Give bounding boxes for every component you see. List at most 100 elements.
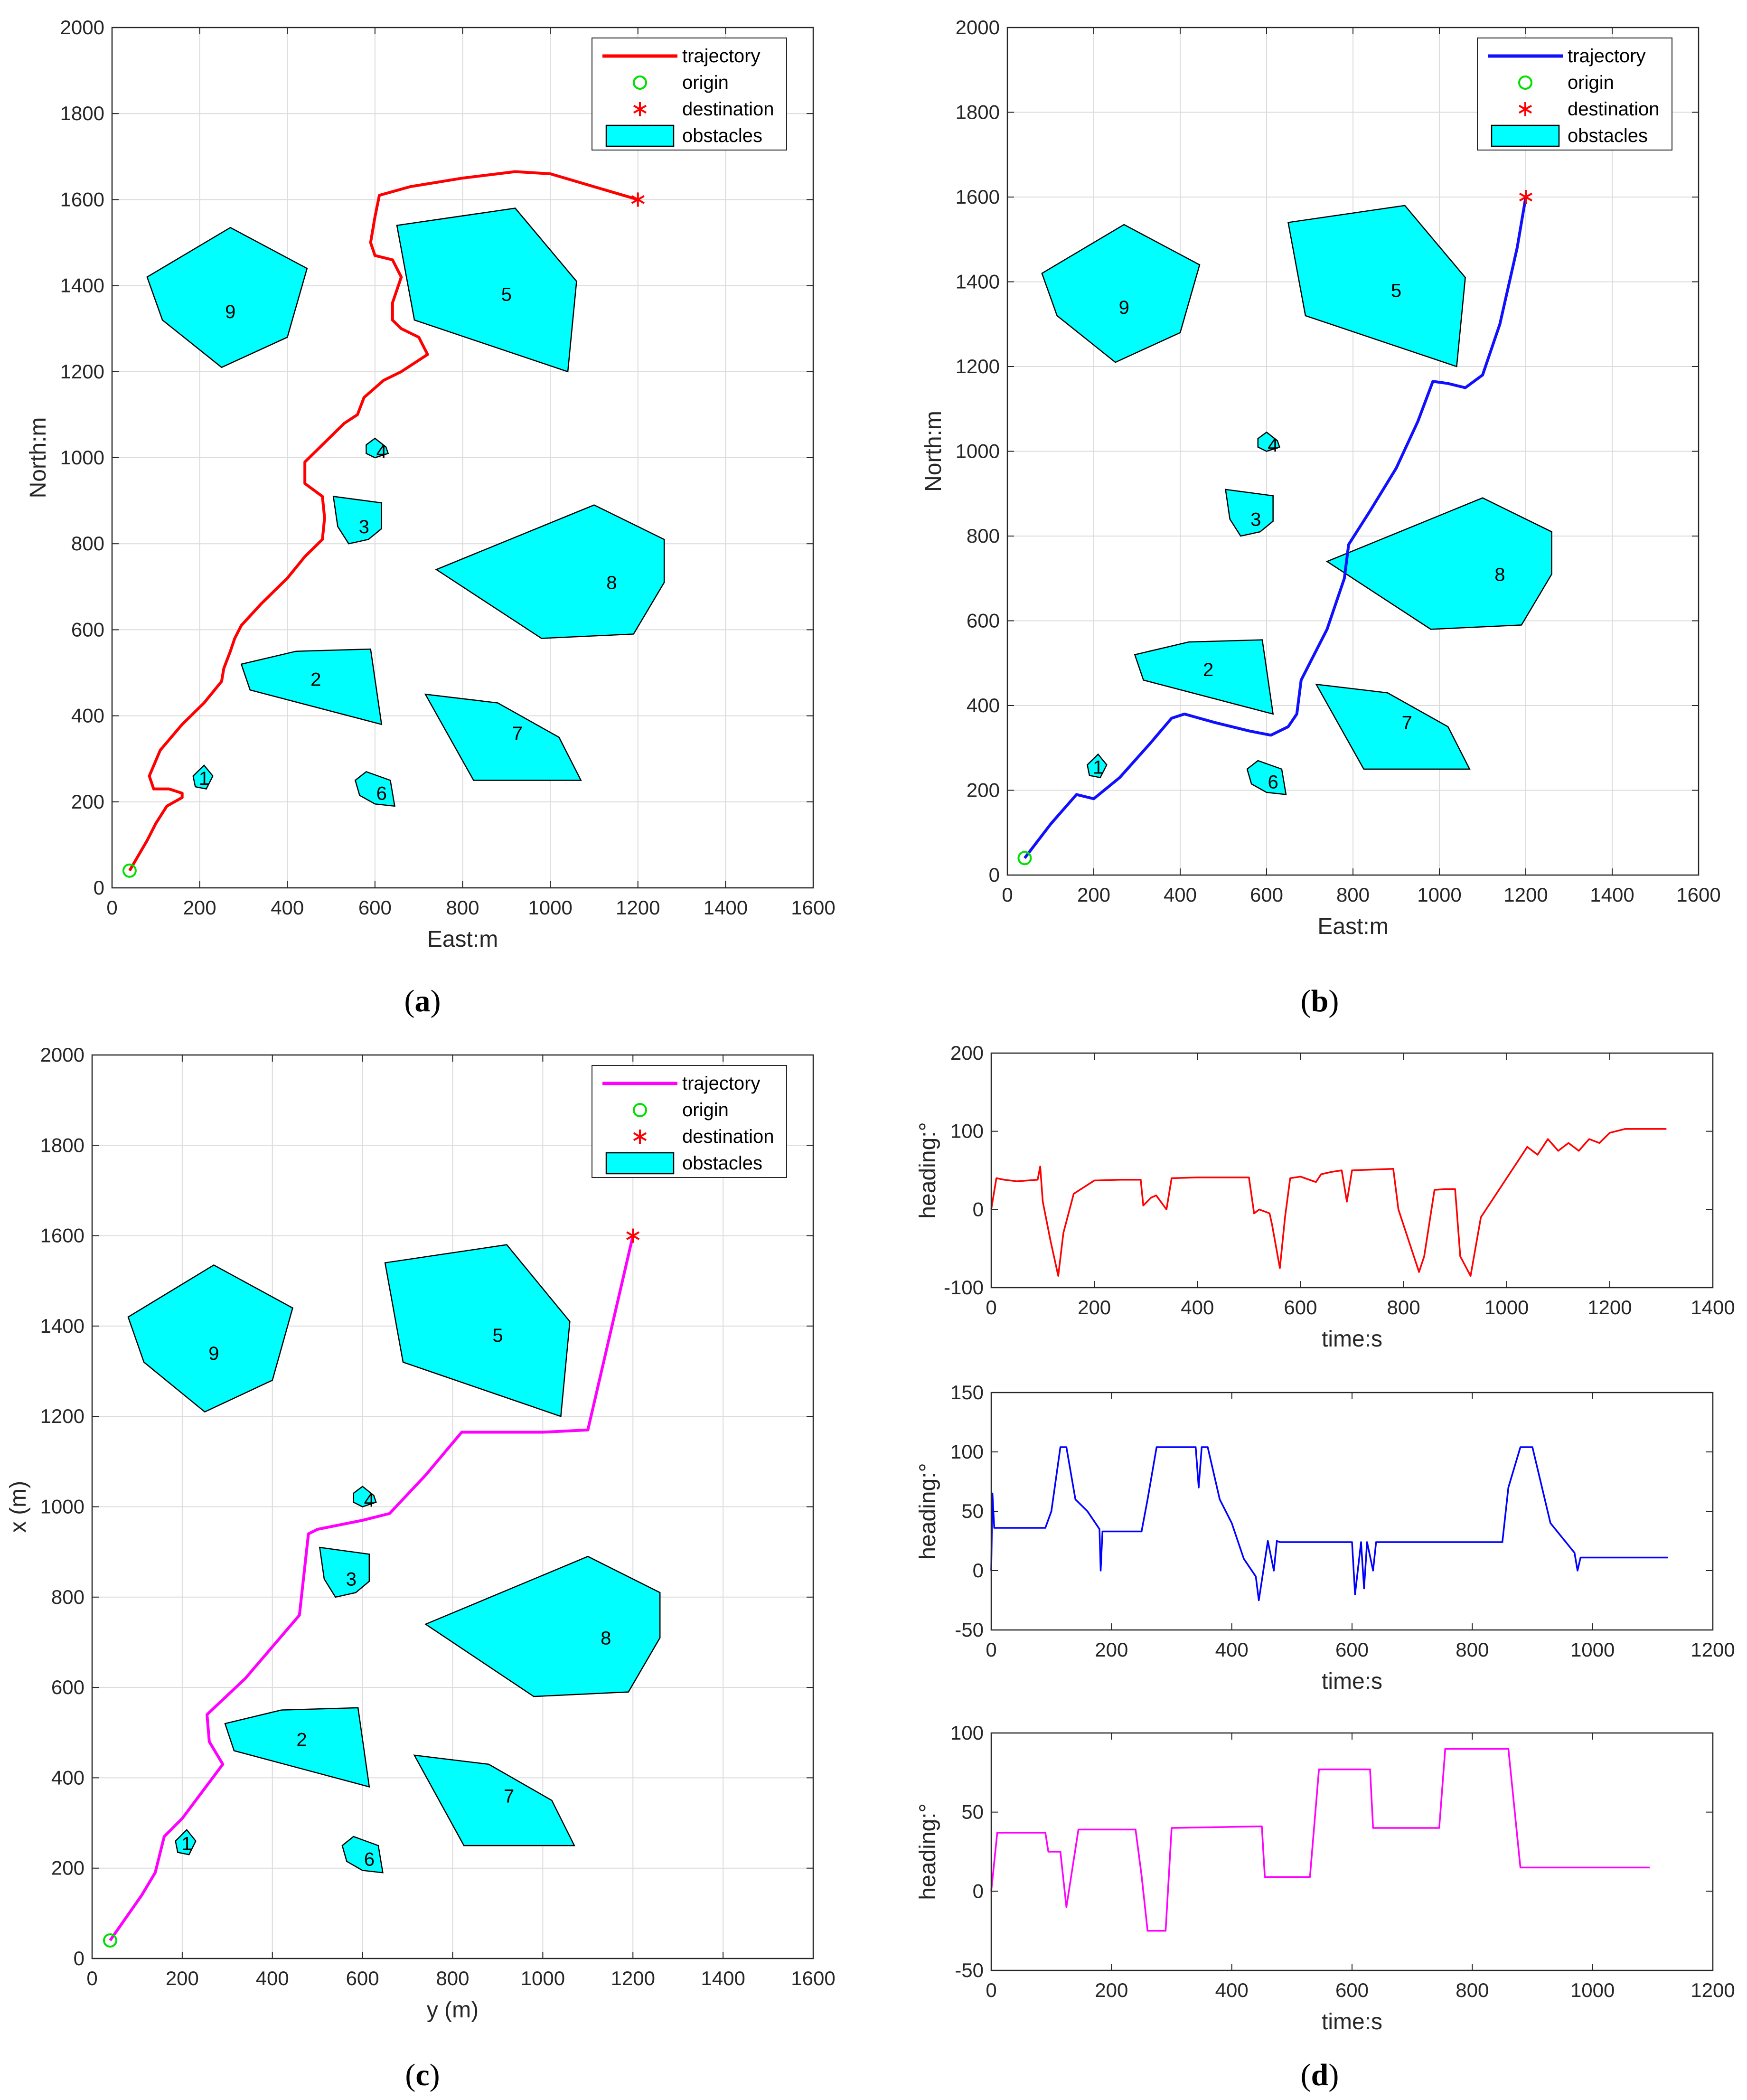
- c-legend-destination-swatch-stroke: [633, 1132, 647, 1141]
- a-obstacle-3: [332, 496, 382, 545]
- d1-xtick-label: 0: [986, 1296, 996, 1318]
- b-obstacle-label-1: 1: [1093, 757, 1103, 778]
- b-legend-trajectory-label: trajectory: [1568, 46, 1646, 66]
- b-ytick-label: 800: [967, 525, 1000, 547]
- a-xtick-label: 1400: [704, 896, 748, 919]
- c-ytick-label: 200: [51, 1857, 85, 1879]
- b-ytick-label: 1000: [956, 440, 1000, 462]
- a-ytick-label: 1400: [60, 274, 104, 297]
- a-ylabel: North:m: [26, 417, 51, 499]
- panel-label-d-open: (: [1301, 2058, 1311, 2092]
- c-obstacle-label-7: 7: [504, 1786, 514, 1807]
- c-destination-marker-stroke: [626, 1231, 640, 1240]
- a-legend-destination-label: destination: [682, 99, 774, 120]
- b-ytick-label: 200: [967, 779, 1000, 801]
- d1-heading-series: [990, 1128, 1667, 1277]
- b-legend-origin-label: origin: [1568, 72, 1614, 93]
- c-obstacle-6: [341, 1836, 384, 1874]
- c-destination-marker: [626, 1228, 640, 1243]
- a-obstacle-2: [240, 648, 383, 725]
- b-obstacle-7: [1315, 683, 1471, 770]
- panel-a-trajectory-plot: 0 200 400 600 800 1000 1200 1400 1600 0 200 400 600 8…: [26, 16, 836, 952]
- a-destination-marker-stroke: [631, 195, 645, 204]
- panel-label-b-close: ): [1328, 984, 1339, 1018]
- a-ytick-label: 1200: [60, 360, 104, 383]
- b-xtick-label: 400: [1164, 884, 1197, 906]
- d2-ytick-label: 100: [950, 1441, 984, 1463]
- d3-xtick-label: 200: [1095, 1979, 1128, 2001]
- d2-xtick-label: 200: [1095, 1639, 1128, 1661]
- b-destination-marker-stroke: [1519, 192, 1533, 202]
- a-trajectory-line: [128, 170, 639, 872]
- a-xtick-label: 200: [183, 896, 216, 919]
- c-ytick-label: 1600: [40, 1224, 85, 1247]
- a-legend-destination-swatch-stroke: [633, 104, 647, 114]
- d2-ytick-label: 0: [973, 1559, 984, 1582]
- a-xtick-label: 400: [271, 896, 304, 919]
- b-ylabel: North:m: [921, 411, 946, 492]
- c-legend-obstacles-swatch: [605, 1152, 675, 1175]
- c-axes-box: [91, 1054, 814, 1959]
- d2-xtick-label: 400: [1215, 1639, 1249, 1661]
- a-ytick-label: 800: [71, 532, 104, 555]
- panel-d-heading-plot-magenta: 0 200 400 600 800 1000 1200-50050100time:shead…: [915, 1722, 1735, 2034]
- b-ytick-label: 1200: [956, 355, 1000, 377]
- d3-heading-series: [990, 1748, 1650, 1932]
- c-obstacle-label-9: 9: [208, 1343, 219, 1364]
- d3-ytick-label: 50: [961, 1801, 984, 1823]
- b-xtick-label: 200: [1077, 884, 1110, 906]
- c-xtick-label: 1200: [611, 1967, 655, 1989]
- a-obstacle-8: [435, 504, 665, 639]
- c-ytick-label: 1800: [40, 1134, 85, 1156]
- c-obstacle-1: [175, 1828, 197, 1855]
- a-obstacle-label-6: 6: [376, 783, 387, 804]
- b-xtick-label: 600: [1250, 884, 1283, 906]
- c-ytick-label: 0: [74, 1947, 85, 1969]
- b-obstacle-5: [1287, 205, 1466, 367]
- d2-ytick-label: -50: [955, 1619, 984, 1641]
- d2-axes-box: [990, 1392, 1714, 1631]
- d3-ytick-label: 0: [973, 1880, 984, 1902]
- d3-ytick-label: -50: [955, 1959, 984, 1981]
- b-obstacle-label-7: 7: [1402, 713, 1412, 734]
- d1-ylabel: heading:°: [915, 1122, 940, 1218]
- b-legend-obstacles-swatch: [1491, 124, 1560, 147]
- panel-label-b: (b): [1301, 984, 1339, 1018]
- b-destination-marker: [1519, 190, 1533, 204]
- d2-xtick-label: 1200: [1691, 1639, 1735, 1661]
- a-obstacle-9: [146, 226, 308, 368]
- b-legend-obstacles-label: obstacles: [1568, 125, 1648, 146]
- b-ytick-label: 1400: [956, 271, 1000, 293]
- d2-ytick-label: 50: [961, 1500, 984, 1522]
- a-legend-destination-swatch: [633, 102, 647, 116]
- b-obstacle-label-8: 8: [1494, 564, 1505, 585]
- panel-label-d-letter: d: [1311, 2058, 1329, 2092]
- a-obstacle-label-2: 2: [310, 669, 321, 690]
- c-ylabel: x (m): [6, 1481, 31, 1533]
- c-ytick-label: 2000: [40, 1044, 85, 1066]
- a-ytick-label: 400: [71, 705, 104, 727]
- a-ytick-label: 600: [71, 618, 104, 640]
- b-obstacle-3: [1225, 489, 1274, 537]
- b-obstacle-9: [1041, 224, 1201, 363]
- panel-label-c-close: ): [430, 2058, 440, 2092]
- c-origin-marker: [103, 1933, 117, 1948]
- b-legend-destination-swatch: [1518, 102, 1532, 116]
- c-ytick-label: 1200: [40, 1405, 85, 1427]
- panel-c-trajectory-plot: 0 200 400 600 800 1000 1200 1400 1600 0 200 400 600 8…: [6, 1044, 836, 2023]
- c-legend-destination-swatch: [633, 1130, 647, 1144]
- a-axes-box: [111, 27, 814, 889]
- a-destination-marker: [631, 192, 645, 207]
- b-ytick-label: 0: [989, 864, 1000, 886]
- b-trajectory-line: [1024, 197, 1527, 859]
- b-obstacle-label-2: 2: [1203, 659, 1213, 680]
- panel-label-c-letter: c: [415, 2058, 429, 2092]
- b-legend-origin-swatch: [1518, 75, 1532, 90]
- d1-xtick-label: 1000: [1484, 1296, 1529, 1318]
- a-obstacle-6: [354, 771, 395, 807]
- c-obstacle-5: [384, 1244, 571, 1417]
- b-obstacle-label-9: 9: [1119, 297, 1129, 318]
- d2-plot-area: [991, 1393, 1713, 1630]
- a-legend-origin-label: origin: [682, 72, 729, 93]
- a-ytick-label: 0: [94, 876, 104, 899]
